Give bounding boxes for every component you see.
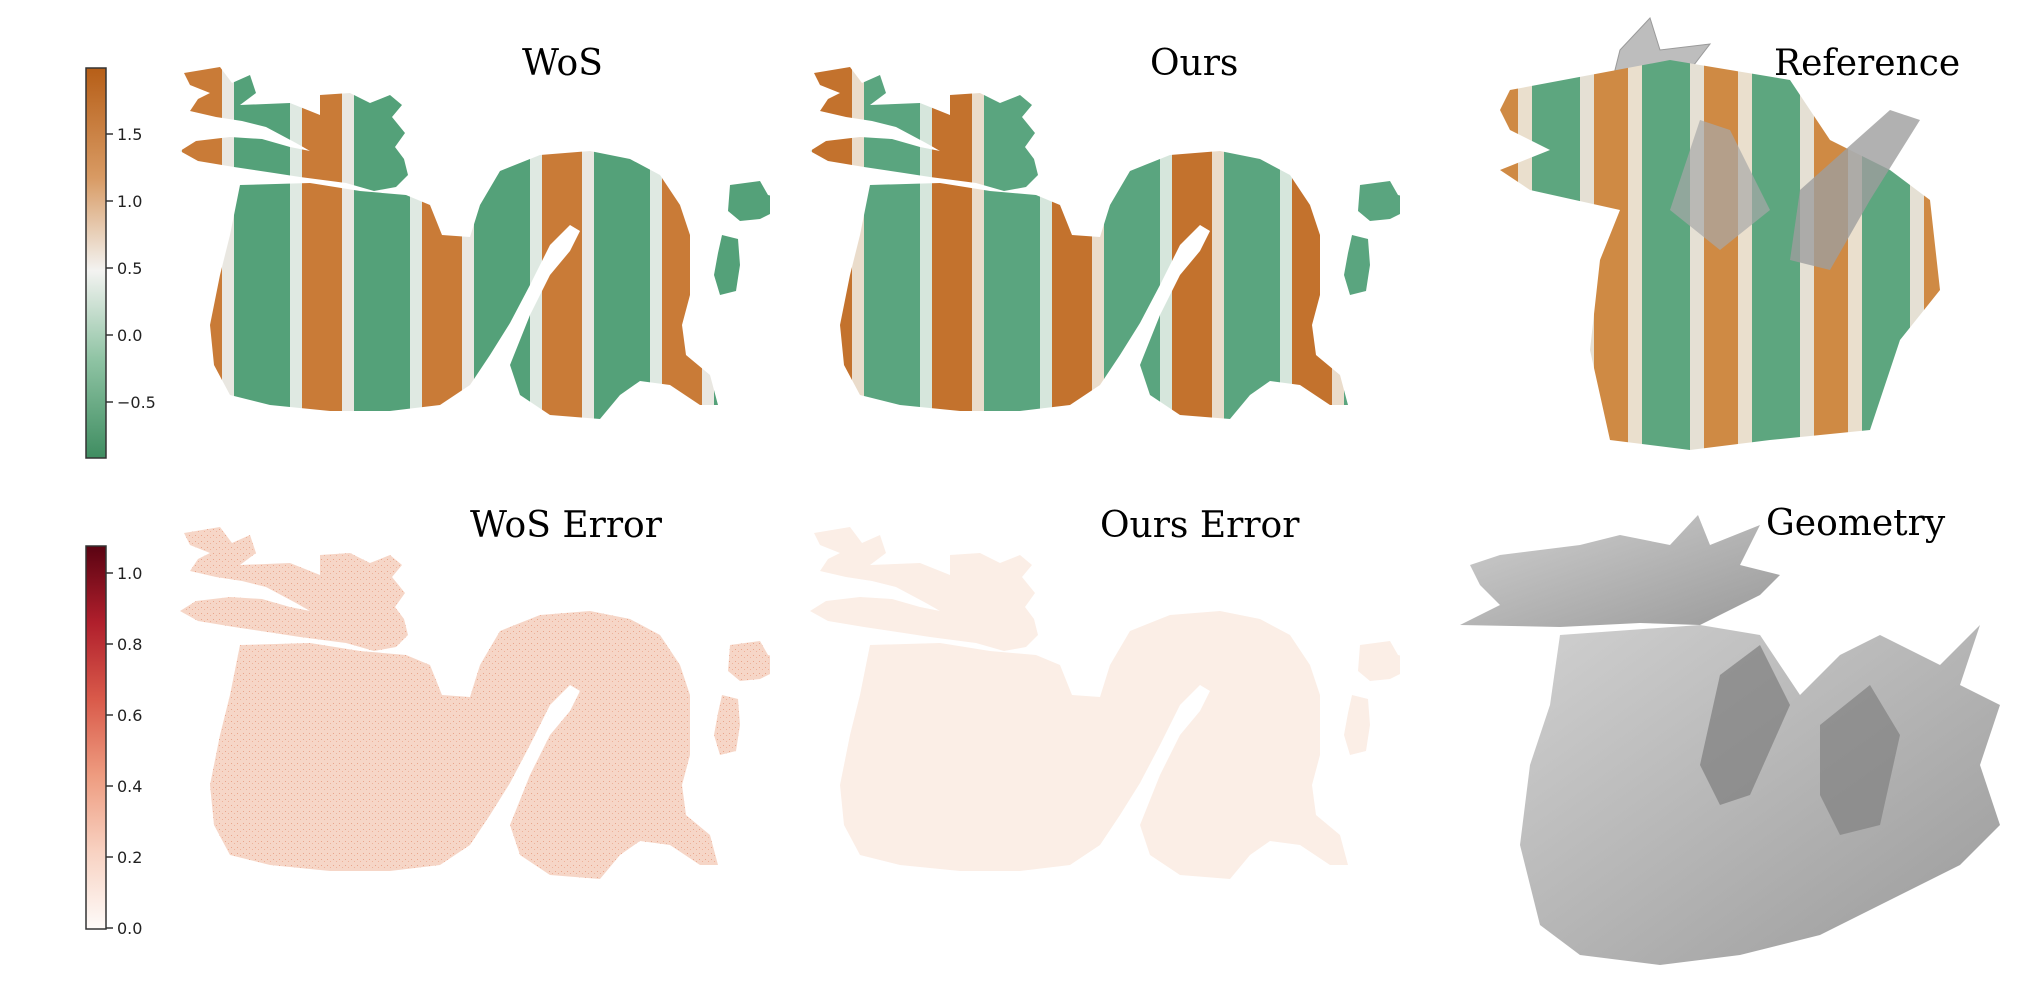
wos-panel: WoS (170, 43, 770, 495)
error-tick-label: 0.4 (117, 777, 142, 796)
value-colorbar-tick: 0.5 (106, 259, 142, 278)
error-colorbar-tick: 0.0 (106, 919, 142, 938)
reference-title: Reference (1774, 43, 1961, 84)
value-tick-label: 0.0 (117, 326, 142, 345)
error-colorbar-tick: 0.4 (106, 777, 142, 796)
wos-error-title: WoS Error (470, 505, 662, 546)
error-colorbar-tick: 0.6 (106, 706, 142, 725)
geometry-image (1460, 515, 2000, 965)
geometry-panel: Geometry (1440, 503, 2020, 975)
value-colorbar-tick: −0.5 (106, 393, 156, 412)
value-tick-label: −0.5 (117, 393, 156, 412)
geometry-title: Geometry (1766, 503, 1946, 544)
value-colorbar-tick: 1.0 (106, 192, 142, 211)
error-colorbar-tick: 1.0 (106, 564, 142, 583)
error-tick-label: 0.0 (117, 919, 142, 938)
error-tick-label: 0.6 (117, 706, 142, 725)
ours-error-title: Ours Error (1100, 505, 1300, 546)
error-tick-label: 0.2 (117, 848, 142, 867)
value-colorbar-tick: 0.0 (106, 326, 142, 345)
error-colorbar: 1.0 0.8 0.6 0.4 0.2 0.0 (85, 545, 142, 938)
error-tick-label: 0.8 (117, 635, 142, 654)
value-colorbar: 1.5 1.0 0.5 0.0 −0.5 (85, 67, 156, 459)
ours-field-image (810, 67, 1400, 419)
error-colorbar-tick: 0.8 (106, 635, 142, 654)
wos-field-image (180, 67, 770, 419)
value-colorbar-tick: 1.5 (106, 125, 142, 144)
value-tick-label: 0.5 (117, 259, 142, 278)
error-tick-label: 1.0 (117, 564, 142, 583)
value-tick-label: 1.5 (117, 125, 142, 144)
reference-field-image (1500, 17, 1940, 450)
ours-panel: Ours (800, 43, 1400, 495)
error-colorbar-tick: 0.2 (106, 848, 142, 867)
reference-panel: Reference (1470, 10, 2020, 480)
ours-error-image (810, 527, 1400, 879)
wos-error-panel: WoS Error (170, 505, 770, 955)
ours-error-panel: Ours Error (800, 505, 1400, 955)
wos-title: WoS (522, 43, 603, 84)
value-tick-label: 1.0 (117, 192, 142, 211)
wos-error-image (180, 527, 770, 879)
ours-title: Ours (1150, 43, 1239, 84)
